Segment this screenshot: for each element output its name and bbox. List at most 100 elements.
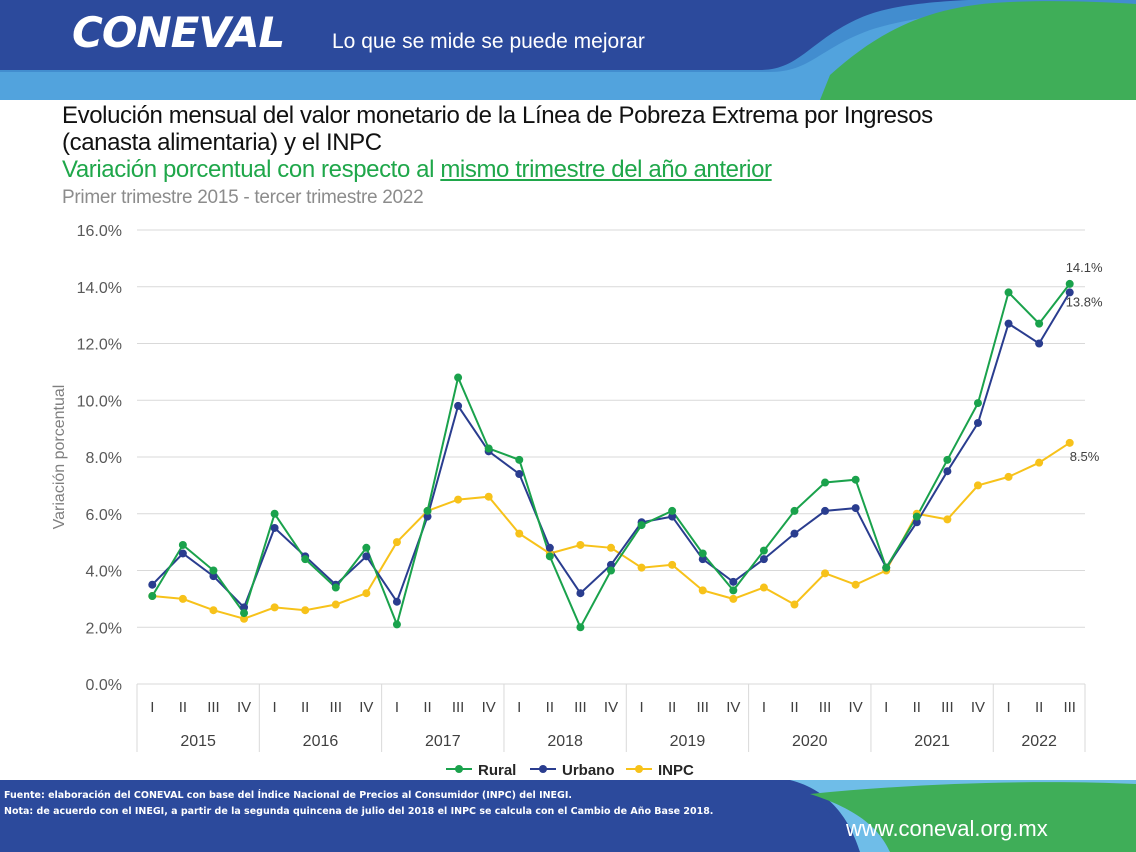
data-point-inpc [790,600,799,609]
series-line-rural [151,283,1071,630]
data-point-rural [821,478,830,487]
footer-band [0,780,1136,852]
data-point-rural [729,586,738,595]
chart-title-line1: Evolución mensual del valor monetario de… [62,102,933,129]
data-point-rural [545,552,554,561]
y-tick-label: 8.0% [86,450,122,467]
data-point-inpc [484,492,493,501]
data-point-urbano [851,504,860,513]
subtitle-part-a: Variación porcentual con respecto al [62,156,441,183]
data-point-rural [607,566,615,575]
data-point-urbano [821,506,830,515]
data-point-urbano [178,549,187,558]
data-point-rural [912,512,921,521]
x-tick-label: III [574,699,587,716]
chart-title-line2: (canasta alimentaria) y el INPC [62,129,382,156]
x-tick-label: I [150,699,154,716]
legend-marker-inpc [635,765,643,773]
series-line-urbano [151,291,1071,610]
year-label: 2022 [1021,733,1057,750]
x-tick-label: I [395,699,399,716]
data-point-rural [973,399,982,408]
data-point-urbano [943,467,952,476]
year-label: 2015 [180,733,216,750]
data-point-inpc [270,603,279,612]
header-band [0,0,1136,110]
data-point-urbano [240,603,249,612]
data-point-urbano [545,543,554,552]
data-point-inpc [821,569,830,578]
data-point-urbano [148,580,157,589]
x-tick-label: II [913,699,921,716]
data-point-rural [698,549,707,558]
data-point-urbano [270,523,279,532]
x-tick-label: IV [604,699,618,716]
data-point-urbano [1035,339,1044,348]
x-tick-label: IV [237,699,251,716]
chart-period: Primer trimestre 2015 - tercer trimestre… [62,187,424,208]
data-point-inpc [973,481,982,490]
data-point-inpc [392,538,401,547]
data-point-urbano [790,529,799,538]
data-point-rural [240,609,249,618]
data-point-rural [668,506,677,515]
y-tick-label: 14.0% [77,280,122,297]
data-point-rural [637,521,646,530]
x-tick-label: II [546,699,554,716]
data-point-inpc [698,586,707,595]
y-tick-label: 0.0% [86,677,122,694]
data-point-urbano [668,512,677,521]
y-tick-label: 4.0% [86,564,122,581]
data-point-rural [454,373,463,382]
data-point-inpc [515,529,524,538]
data-point-rural [484,444,493,453]
y-tick-label: 12.0% [77,337,122,354]
legend-label-rural: Rural [478,762,516,779]
year-label: 2018 [547,733,583,750]
data-point-urbano [576,589,585,598]
data-point-rural [362,543,371,552]
data-point-urbano [515,470,524,479]
data-point-rural [392,620,401,629]
x-tick-label: IV [849,699,863,716]
x-tick-label: II [668,699,676,716]
x-tick-label: IV [482,699,496,716]
x-tick-label: III [1063,699,1076,716]
line-chart: 0.0% 2.0% 4.0% 6.0% 8.0% 10.0% 12.0% 14.0% 16.0%… [51,223,1103,779]
data-point-rural [1004,288,1013,297]
data-point-rural [576,623,585,632]
inegi-note: Nota: de acuerdo con el INEGI, a partir … [4,806,714,817]
data-point-inpc [851,580,860,589]
series-line-inpc [152,441,1071,620]
data-point-urbano [454,401,463,410]
data-point-urbano [423,512,432,521]
x-tick-label: I [639,699,643,716]
data-point-urbano [1065,288,1074,297]
data-point-inpc [729,594,738,603]
data-point-inpc [178,594,187,603]
data-point-urbano [1004,319,1013,328]
header-tagline: Lo que se mide se puede mejorar [332,30,645,53]
x-tick-label: II [423,699,431,716]
data-point-rural [759,546,768,555]
website-link[interactable]: www.coneval.org.mx [846,816,1048,841]
year-label: 2017 [425,733,461,750]
data-point-urbano [759,555,768,564]
data-point-rural [882,563,891,572]
legend-marker-urbano [539,765,547,773]
x-tick-label: III [330,699,343,716]
y-tick-label: 2.0% [86,620,122,637]
data-point-urbano [973,418,982,427]
data-point-rural [943,455,952,464]
x-tick-label: III [696,699,709,716]
data-point-inpc [1065,438,1074,447]
data-point-rural [1035,319,1044,328]
data-point-inpc [209,606,218,615]
x-tick-label: III [452,699,465,716]
data-point-inpc [943,515,952,524]
x-tick-label: I [273,699,277,716]
year-label: 2016 [303,733,339,750]
x-tick-label: I [762,699,766,716]
x-tick-label: II [790,699,798,716]
x-tick-label: III [207,699,220,716]
